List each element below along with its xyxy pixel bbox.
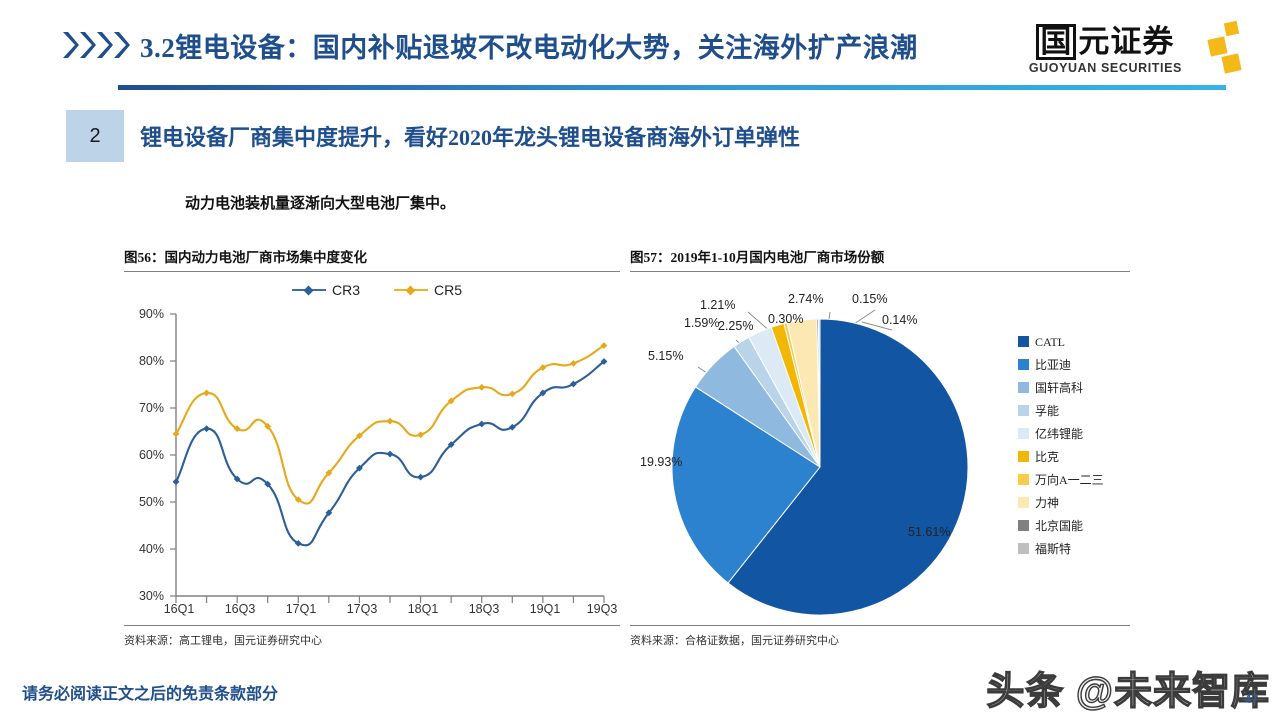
line-chart-plot — [170, 313, 608, 603]
x-tick-label: 16Q1 — [163, 602, 195, 616]
pie-value-label: 1.59% — [684, 316, 720, 330]
y-tick-label: 40% — [138, 542, 164, 556]
header-divider — [118, 85, 1226, 90]
x-tick-label: 19Q3 — [586, 602, 618, 616]
pie-legend-swatch — [1018, 405, 1029, 416]
y-tick-label: 60% — [138, 448, 164, 462]
pie-legend-item: 力神 — [1018, 491, 1130, 514]
legend-item-cr5: CR5 — [394, 282, 462, 298]
logo-chinese-name: 国元证券 — [1029, 24, 1182, 61]
pie-legend-item: 比亚迪 — [1018, 353, 1130, 376]
line-chart: CR3 CR5 90% 80% 70% 60% 50% 40% 30% — [124, 272, 620, 627]
pie-legend-label: 万向A一二三 — [1035, 472, 1104, 487]
pie-legend-item: 国轩高科 — [1018, 376, 1130, 399]
figure-57-source: 资料来源：合格证数据，国元证券研究中心 — [630, 635, 839, 647]
y-tick-label: 90% — [138, 307, 164, 321]
pie-legend-label: CATL — [1035, 334, 1065, 349]
pie-legend-swatch — [1018, 474, 1029, 485]
section-title: 锂电设备厂商集中度提升，看好2020年龙头锂电设备商海外订单弹性 — [140, 125, 801, 150]
pie-legend-item: 孚能 — [1018, 399, 1130, 422]
pie-legend-item: 北京国能 — [1018, 514, 1130, 537]
page-title: 3.2锂电设备：国内补贴退坡不改电动化大势，关注海外扩产浪潮 — [140, 33, 918, 63]
pie-legend-label: 亿纬锂能 — [1035, 426, 1084, 441]
x-tick-label: 17Q3 — [346, 602, 378, 616]
figure-56-title: 图56：国内动力电池厂商市场集中度变化 — [124, 250, 367, 265]
x-tick-label: 16Q3 — [224, 602, 256, 616]
pie-legend-item: 万向A一二三 — [1018, 468, 1130, 491]
logo-boxed-char: 国 — [1036, 24, 1077, 61]
pie-legend-swatch — [1018, 520, 1029, 531]
legend-label-cr5: CR5 — [434, 282, 463, 298]
pie-value-label: 0.15% — [852, 292, 888, 306]
pie-legend-swatch — [1018, 497, 1029, 508]
pie-legend-swatch — [1018, 359, 1029, 370]
x-tick-label: 18Q3 — [468, 602, 500, 616]
pie-value-label: 0.30% — [768, 312, 804, 326]
x-tick-label: 17Q1 — [285, 602, 317, 616]
figure-57-body: 1.21% 2.25% 1.59% 5.15% 0.30% 2.74% 0.15… — [630, 271, 1130, 626]
figure-56-source: 资料来源：高工锂电，国元证券研究中心 — [124, 635, 322, 647]
slide-header: 3.2锂电设备：国内补贴退坡不改电动化大势，关注海外扩产浪潮 国元证券 GUOY… — [0, 0, 1280, 96]
figure-56: 图56：国内动力电池厂商市场集中度变化 CR3 CR5 90% 80% 70% — [124, 246, 620, 648]
lead-paragraph: 动力电池装机量逐渐向大型电池厂集中。 — [185, 196, 456, 212]
pie-legend-item: CATL — [1018, 330, 1130, 353]
pie-legend-item: 比克 — [1018, 445, 1130, 468]
pie-legend-label: 比亚迪 — [1035, 357, 1072, 372]
logo-diamond-icon — [1192, 20, 1242, 77]
pie-chart-plot — [671, 309, 969, 616]
figure-56-body: CR3 CR5 90% 80% 70% 60% 50% 40% 30% — [124, 271, 620, 626]
pie-legend-label: 北京国能 — [1035, 518, 1084, 533]
footer-disclaimer: 请务必阅读正文之后的免责条款部分 — [22, 686, 279, 703]
pie-legend-item: 福斯特 — [1018, 537, 1130, 560]
pie-legend-swatch — [1018, 382, 1029, 393]
y-tick-label: 70% — [138, 401, 164, 415]
pie-value-label: 2.25% — [718, 319, 754, 333]
y-tick-label: 80% — [138, 354, 164, 368]
figure-57: 图57：2019年1-10月国内电池厂商市场份额 1.21% 2.25% 1.5… — [630, 246, 1130, 648]
pie-value-label: 5.15% — [648, 349, 684, 363]
legend-item-cr3: CR3 — [292, 282, 360, 298]
pie-legend-item: 亿纬锂能 — [1018, 422, 1130, 445]
pie-legend-label: 力神 — [1035, 495, 1060, 510]
pie-value-label: 1.21% — [700, 298, 736, 312]
legend-swatch-cr3 — [292, 289, 326, 291]
pie-legend-label: 孚能 — [1035, 403, 1060, 418]
pie-value-label: 19.93% — [640, 455, 683, 469]
legend-label-cr3: CR3 — [332, 282, 361, 298]
pie-legend-label: 国轩高科 — [1035, 380, 1084, 395]
page-number: 47 — [1244, 692, 1258, 706]
pie-legend-swatch — [1018, 543, 1029, 554]
pie-value-label: 0.14% — [882, 313, 918, 327]
y-tick-label: 30% — [138, 589, 164, 603]
pie-legend-swatch — [1018, 336, 1029, 347]
y-tick-label: 50% — [138, 495, 164, 509]
pie-chart: 1.21% 2.25% 1.59% 5.15% 0.30% 2.74% 0.15… — [640, 272, 1000, 627]
x-tick-label: 19Q1 — [529, 602, 561, 616]
pie-legend-swatch — [1018, 428, 1029, 439]
line-chart-legend: CR3 CR5 — [292, 282, 462, 298]
legend-swatch-cr5 — [394, 289, 429, 291]
pie-legend-swatch — [1018, 451, 1029, 462]
logo-rest-chars: 元证券 — [1078, 24, 1175, 59]
pie-chart-legend: CATL 比亚迪国轩高科孚能亿纬锂能比克万向A一二三 力神北京国能福斯特 — [1018, 330, 1130, 560]
pie-legend-label: 福斯特 — [1035, 541, 1072, 556]
pie-value-label: 2.74% — [788, 292, 824, 306]
figure-57-title: 图57：2019年1-10月国内电池厂商市场份额 — [630, 250, 885, 265]
guoyuan-logo: 国元证券 GUOYUAN SECURITIES — [1029, 24, 1182, 75]
section-number-badge: 2 — [66, 110, 124, 162]
chevron-right-icon — [62, 30, 130, 60]
logo-english-name: GUOYUAN SECURITIES — [1028, 61, 1182, 76]
pie-value-label: 51.61% — [908, 525, 951, 539]
watermark: 头条 @未来智库 — [986, 670, 1270, 713]
pie-legend-label: 比克 — [1035, 449, 1060, 464]
x-tick-label: 18Q1 — [407, 602, 439, 616]
